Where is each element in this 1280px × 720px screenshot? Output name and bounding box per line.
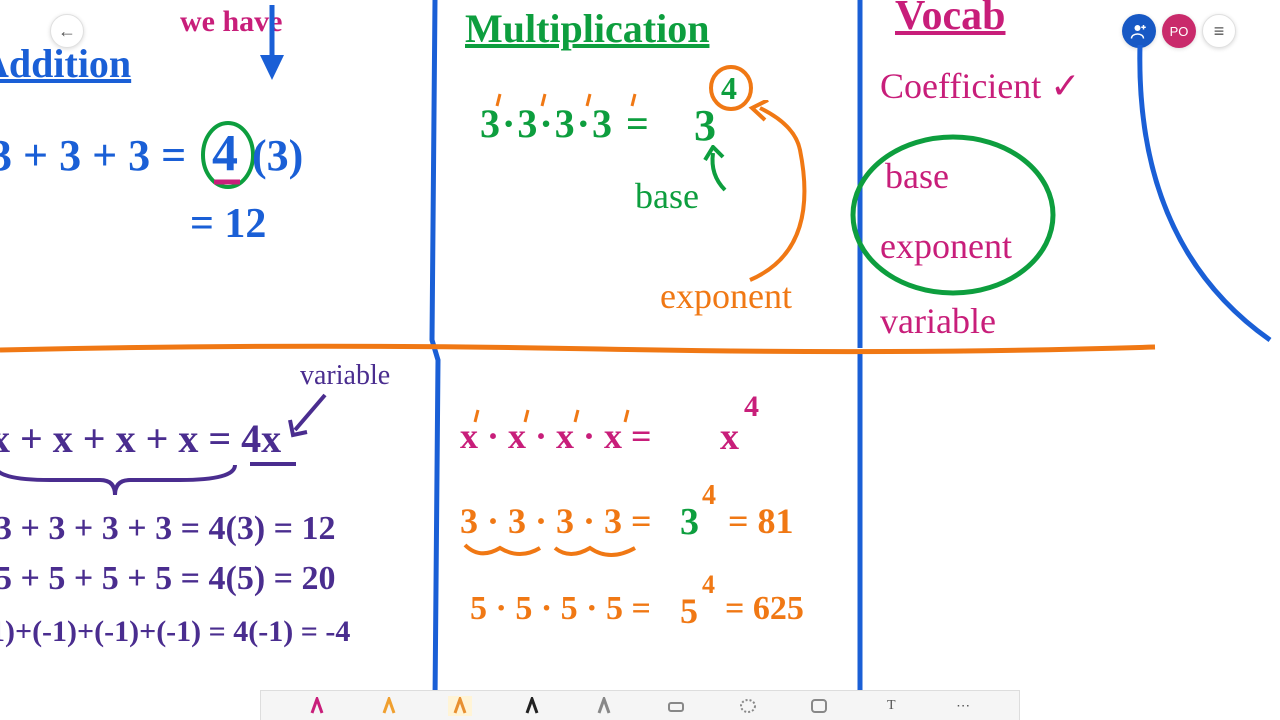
vocab-base: base [885,155,949,197]
divider-1 [420,0,450,720]
bm-line2-r: = 81 [728,500,794,542]
brace-icon [0,460,240,500]
bl-line3: (-1)+(-1)+(-1)+(-1) = 4(-1) = -4 [0,615,350,649]
xprod-exp: 4 [744,390,759,424]
pen-tool-1[interactable] [305,696,329,716]
xprod-x: x [720,415,739,459]
eraser-tool[interactable] [664,696,688,716]
avatar-initials: PO [1170,24,1189,39]
more-tool[interactable]: ⋯ [951,696,975,716]
exp-four: 4 [721,70,737,107]
user-avatar[interactable]: PO [1162,14,1196,48]
hamburger-icon: ≡ [1214,21,1225,42]
share-button[interactable] [1122,14,1156,48]
equals-12: = 12 [190,200,266,248]
four-text: 4 [212,124,238,183]
exponent-label: exponent [660,275,792,317]
base-label: base [635,175,699,217]
vocab-title: Vocab [895,0,1005,40]
menu-button[interactable]: ≡ [1202,14,1236,48]
three-paren: (3) [252,130,303,181]
coeff-text: Coefficient ✓ [880,65,1080,107]
addition-eq-lhs: 3 + 3 + 3 = [0,130,186,181]
mult-three: 3 [694,100,716,151]
text-tool[interactable]: T [879,696,903,716]
vocab-variable: variable [880,300,996,342]
bottom-toolbar[interactable]: T ⋯ [260,690,1020,720]
pen-tool-4[interactable] [520,696,544,716]
bm-line2-under [460,540,640,570]
bl-line2: 5 + 5 + 5 + 5 = 4(5) = 20 [0,560,336,598]
lasso-tool[interactable] [736,696,760,716]
bm-line2-l: 3 · 3 · 3 · 3 = [460,500,652,542]
shape-tool[interactable] [807,696,831,716]
bm-line3-r: = 625 [725,590,804,628]
pen-tool-2[interactable] [377,696,401,716]
bm-line3-m: 5 [680,590,698,632]
xprod-lhs: x · x · x · x = [460,415,652,457]
bm-line2-e: 4 [702,480,716,512]
pen-tool-5[interactable] [592,696,616,716]
person-plus-icon [1130,22,1148,40]
addition-title: Addition [0,40,131,87]
pen-tool-3[interactable] [448,696,472,716]
divider-2b [850,350,870,720]
divider-2 [850,0,870,360]
bm-line3-e: 4 [702,570,715,600]
variable-label: variable [300,360,390,392]
bl-line1: 3 + 3 + 3 + 3 = 4(3) = 12 [0,510,336,548]
mult-title: Multiplication [465,5,709,52]
xsum: x + x + x + x = 4x [0,415,281,462]
bm-line3-l: 5 · 5 · 5 · 5 = [470,590,651,628]
we-have-text: we have [180,5,282,39]
var-arrow-icon [285,390,335,440]
vocab-circle [848,130,1068,300]
mult-expr: 3·3·3·3 = [480,100,651,147]
base-arrow-icon [695,145,735,195]
exponent-arrow-icon [740,100,830,290]
right-curve [1130,45,1280,345]
bm-line2-m: 3 [680,500,699,544]
arrow-left-icon: ← [58,21,76,42]
vocab-exponent: exponent [880,225,1012,267]
